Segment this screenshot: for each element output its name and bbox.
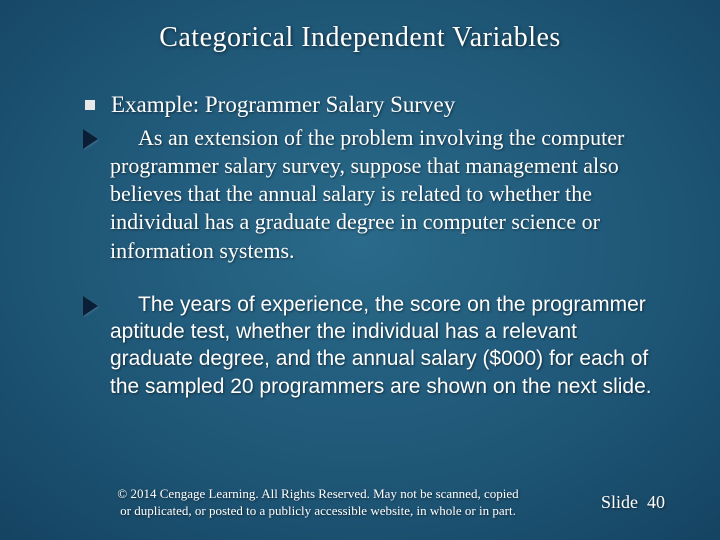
paragraph-2-block: The years of experience, the score on th… xyxy=(85,291,655,400)
copyright-line-1: © 2014 Cengage Learning. All Rights Rese… xyxy=(117,486,518,501)
slide-number: Slide 40 xyxy=(601,492,665,513)
slide-label: Slide xyxy=(601,492,638,512)
copyright-line-2: or duplicated, or posted to a publicly a… xyxy=(120,503,516,518)
square-bullet-icon xyxy=(85,100,95,110)
paragraph-2-text: The years of experience, the score on th… xyxy=(110,293,652,398)
example-line: Example: Programmer Salary Survey xyxy=(85,92,655,118)
footer: © 2014 Cengage Learning. All Rights Rese… xyxy=(55,485,665,520)
paragraph-1-block: As an extension of the problem involving… xyxy=(85,124,655,265)
slide-number-value: 40 xyxy=(647,492,665,512)
paragraph-2: The years of experience, the score on th… xyxy=(110,291,655,400)
arrow-bullet-icon xyxy=(83,129,98,149)
copyright-text: © 2014 Cengage Learning. All Rights Rese… xyxy=(55,485,601,520)
slide-container: Categorical Independent Variables Exampl… xyxy=(0,0,720,540)
example-label: Example: Programmer Salary Survey xyxy=(111,92,455,118)
arrow-bullet-icon xyxy=(83,296,98,316)
slide-content: Example: Programmer Salary Survey As an … xyxy=(55,92,665,400)
slide-title: Categorical Independent Variables xyxy=(55,22,665,54)
paragraph-1-text: As an extension of the problem involving… xyxy=(110,125,624,263)
paragraph-1: As an extension of the problem involving… xyxy=(110,124,655,265)
